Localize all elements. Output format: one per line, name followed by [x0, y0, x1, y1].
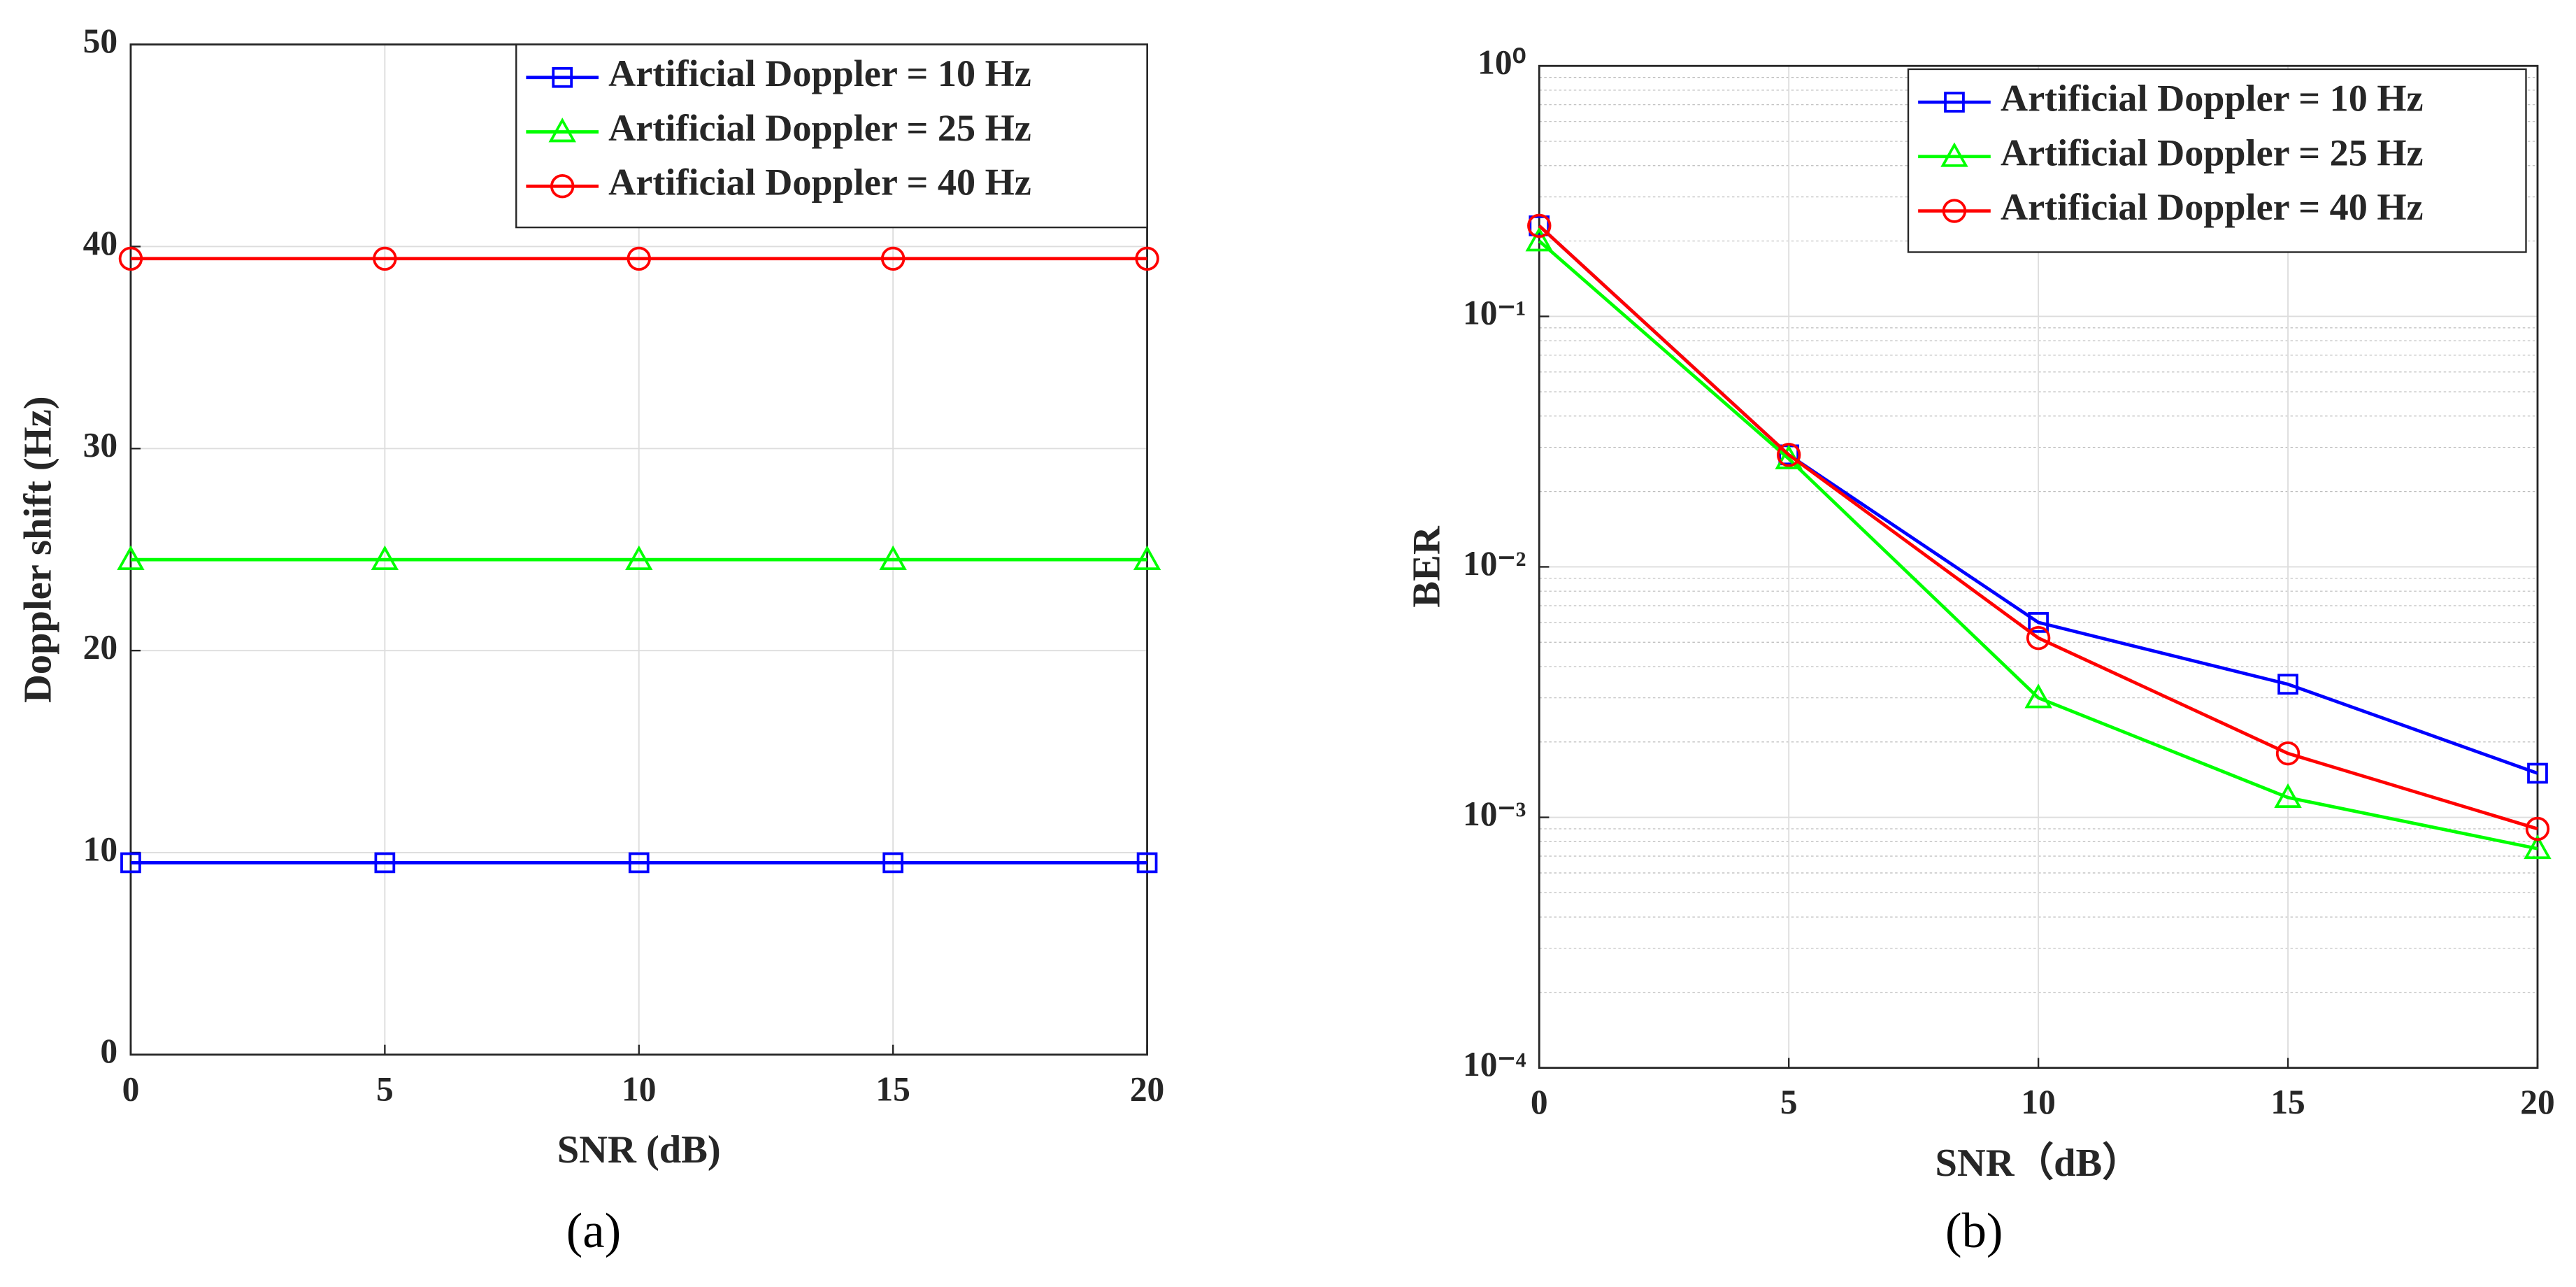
- data-point: [1777, 443, 1801, 467]
- y-tick-label: 10⁻²: [1463, 544, 1526, 583]
- data-point: [117, 545, 145, 570]
- data-point: [2525, 816, 2550, 841]
- x-tick-label: 5: [376, 1069, 394, 1108]
- data-point: [625, 545, 653, 570]
- series-line: [1538, 225, 2538, 831]
- legend-marker: [1942, 199, 1967, 223]
- data-point: [2277, 674, 2298, 695]
- y-tick-label: 10⁻⁴: [1463, 1045, 1526, 1083]
- x-tick-label: 20: [2520, 1083, 2554, 1121]
- data-point: [1525, 227, 1553, 252]
- x-axis-label: SNR（dB）: [1935, 1141, 2141, 1185]
- y-tick-label: 0: [100, 1032, 117, 1070]
- legend-marker: [1944, 92, 1965, 113]
- y-tick-label: 10⁻³: [1463, 795, 1526, 833]
- y-tick-label: 20: [83, 627, 117, 666]
- data-point: [374, 852, 396, 874]
- data-point: [373, 246, 397, 271]
- data-point: [879, 545, 907, 570]
- data-point: [1133, 545, 1161, 570]
- legend-marker: [1940, 142, 1968, 167]
- caption: (a): [566, 1204, 621, 1258]
- legend-label: Artificial Doppler = 40 Hz: [2001, 186, 2424, 228]
- legend-marker: [552, 66, 573, 88]
- legend-label: Artificial Doppler = 40 Hz: [608, 162, 1031, 204]
- data-point: [118, 246, 143, 271]
- legend-box: [515, 43, 1148, 229]
- plot-frame: [1538, 64, 2539, 1069]
- data-point: [2527, 762, 2548, 784]
- data-point: [2024, 683, 2052, 709]
- data-point: [1529, 215, 1550, 236]
- legend-marker: [548, 118, 576, 143]
- legend-box: [1907, 68, 2527, 253]
- y-axis-label: Doppler shift (Hz): [17, 396, 60, 703]
- series-line: [1538, 239, 2538, 851]
- y-tick-label: 40: [83, 224, 117, 262]
- data-point: [2028, 612, 2049, 633]
- x-tick-label: 5: [1780, 1083, 1798, 1121]
- data-point: [628, 852, 650, 874]
- y-axis-label: BER: [1405, 525, 1449, 607]
- data-point: [1527, 213, 1552, 239]
- y-tick-label: 10: [83, 830, 117, 868]
- data-point: [2274, 783, 2302, 809]
- y-tick-label: 10⁻¹: [1463, 294, 1526, 332]
- x-tick-label: 15: [2270, 1083, 2305, 1121]
- x-tick-label: 0: [1531, 1083, 1548, 1121]
- x-tick-label: 0: [122, 1069, 140, 1108]
- legend-marker: [550, 174, 575, 199]
- data-point: [1135, 246, 1159, 271]
- data-point: [627, 246, 651, 271]
- legend-label: Artificial Doppler = 10 Hz: [608, 52, 1031, 94]
- legend-label: Artificial Doppler = 10 Hz: [2001, 78, 2424, 120]
- data-point: [2524, 834, 2552, 860]
- data-point: [120, 852, 141, 874]
- legend-label: Artificial Doppler = 25 Hz: [608, 107, 1031, 149]
- x-tick-label: 15: [875, 1069, 910, 1108]
- data-point: [1136, 852, 1158, 874]
- data-point: [371, 545, 399, 570]
- x-tick-label: 10: [622, 1069, 656, 1108]
- data-point: [2275, 741, 2300, 766]
- y-tick-label: 10⁰: [1477, 43, 1526, 82]
- x-tick-label: 20: [1130, 1069, 1164, 1108]
- y-tick-label: 30: [83, 426, 117, 464]
- data-point: [880, 246, 906, 271]
- legend-label: Artificial Doppler = 25 Hz: [2001, 131, 2424, 173]
- y-tick-label: 50: [83, 22, 117, 60]
- x-tick-label: 10: [2021, 1083, 2055, 1121]
- data-point: [2026, 625, 2051, 650]
- x-axis-label: SNR (dB): [557, 1128, 721, 1172]
- caption: (b): [1945, 1204, 2003, 1258]
- data-point: [882, 852, 904, 874]
